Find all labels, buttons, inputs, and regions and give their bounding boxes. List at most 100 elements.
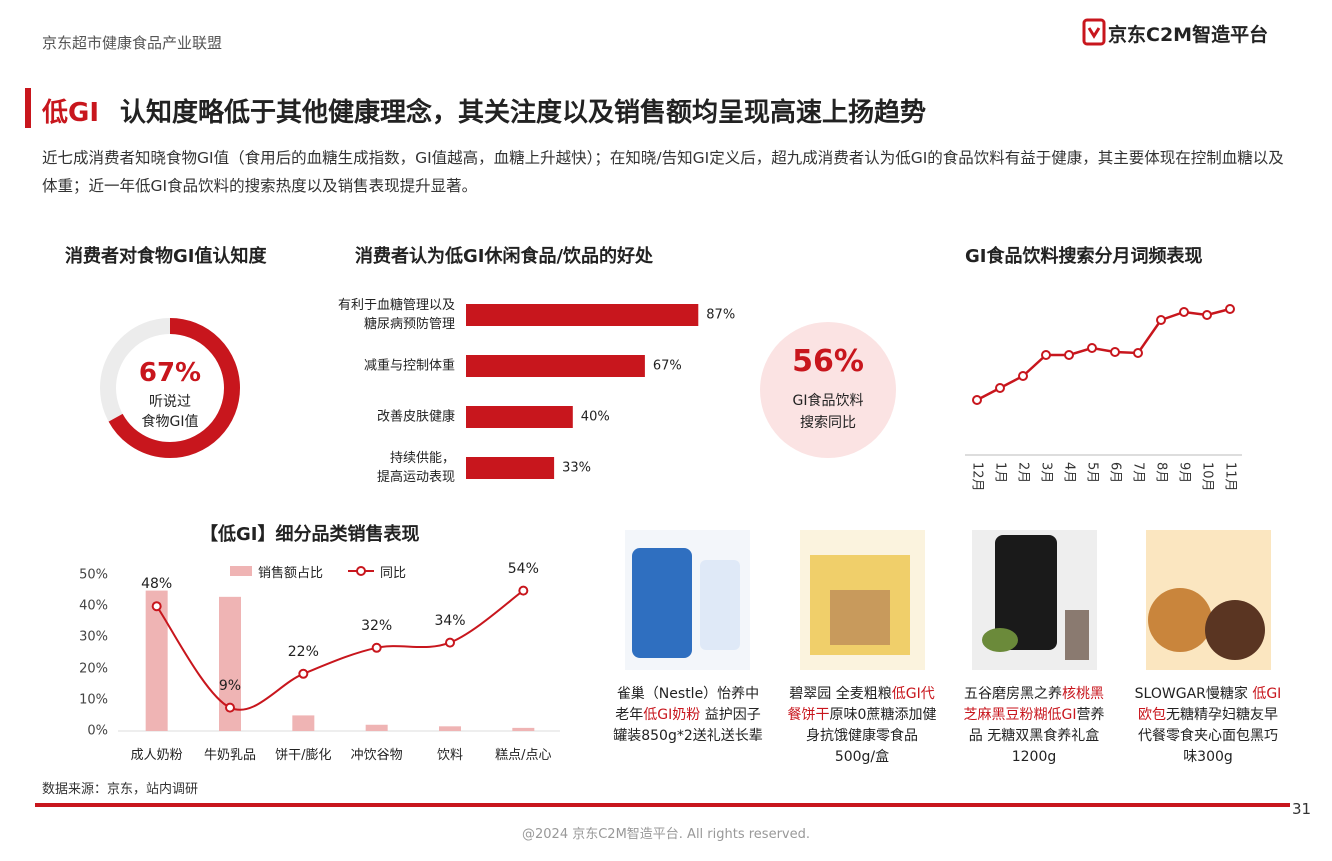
donut-arc bbox=[100, 318, 240, 458]
name-text: SLOWGAR慢糖家 bbox=[1134, 686, 1253, 702]
x-tick-label: 冲饮谷物 bbox=[350, 748, 403, 763]
marker bbox=[972, 395, 982, 405]
marker bbox=[1179, 307, 1189, 317]
line bbox=[155, 589, 524, 711]
y-tick-label: 20% bbox=[79, 661, 108, 677]
y-tick-label: 减重与控制体重 bbox=[363, 358, 455, 374]
name-highlight: 低GI欧包 bbox=[1138, 686, 1282, 723]
chart-title: GI食品饮料搜索分月词频表现 bbox=[965, 246, 1203, 267]
bar bbox=[439, 726, 461, 731]
bar bbox=[466, 457, 555, 479]
chart-title: 消费者对食物GI值认知度 bbox=[65, 246, 267, 267]
marker bbox=[1133, 348, 1143, 358]
value-label: 54% bbox=[507, 560, 539, 577]
title-bar bbox=[25, 88, 31, 128]
x-tick-label: 12月 bbox=[970, 462, 985, 492]
name-text: 益护因子罐装850g*2送礼送长辈 bbox=[613, 707, 763, 744]
y-tick-label: 50% bbox=[79, 567, 108, 583]
source: 数据来源：京东，站内调研 bbox=[42, 782, 199, 797]
donut-center-label: 听说过 食物GI值 bbox=[141, 394, 199, 430]
marker bbox=[371, 642, 382, 653]
product-image bbox=[1146, 530, 1271, 670]
value-label: 32% bbox=[361, 617, 393, 634]
product-image bbox=[972, 530, 1097, 670]
y-tick-label: 有利于血糖管理以及 糖尿病预防管理 bbox=[337, 298, 455, 332]
callout-bubble bbox=[760, 322, 896, 458]
name-text: 碧翠园 全麦粗粮 bbox=[789, 686, 892, 702]
product-name: 雀巢（Nestle）怡养中老年低GI奶粉 益护因子罐装850g*2送礼送长辈 bbox=[613, 684, 763, 747]
title-highlight: 低GI bbox=[42, 98, 100, 128]
name-highlight: 核桃黑芝麻黑豆粉糊低GI bbox=[963, 686, 1105, 723]
bar bbox=[466, 355, 645, 377]
marker bbox=[298, 668, 309, 679]
bar bbox=[466, 304, 699, 326]
x-tick-label: 饮料 bbox=[436, 748, 463, 763]
x-tick-label: 糕点/点心 bbox=[495, 748, 552, 763]
x-tick-label: 饼干/膨化 bbox=[275, 748, 332, 763]
value-label: 48% bbox=[141, 576, 173, 593]
y-tick-label: 30% bbox=[79, 629, 108, 645]
chart-title: 消费者认为低GI休闲食品/饮品的好处 bbox=[355, 246, 654, 267]
name-highlight: 低GI代餐饼干 bbox=[787, 686, 935, 723]
value-label: 9% bbox=[218, 677, 242, 694]
bar bbox=[512, 727, 535, 731]
product-name: 五谷磨房黑之养核桃黑芝麻黑豆粉糊低GI营养品 无糖双黑食养礼盒1200g bbox=[959, 684, 1109, 768]
x-tick-label: 成人奶粉 bbox=[130, 748, 183, 763]
marker bbox=[225, 702, 235, 713]
marker bbox=[518, 585, 529, 596]
legend-label: 同比 bbox=[380, 566, 407, 581]
donut-value: 67% bbox=[138, 358, 202, 388]
description: 近七成消费者知晓食物GI值（食用后的血糖生成指数，GI值越高，血糖上升越快）；在… bbox=[42, 149, 1284, 195]
product-image bbox=[625, 530, 750, 670]
x-tick-label: 8月 bbox=[1154, 462, 1169, 483]
value-label: 67% bbox=[652, 358, 682, 374]
product-name: SLOWGAR慢糖家 低GI欧包无糖精孕妇糖友早代餐零食夹心面包黑巧味300g bbox=[1133, 684, 1283, 768]
marker bbox=[1110, 347, 1120, 357]
name-text: 无糖精孕妇糖友早代餐零食夹心面包黑巧味300g bbox=[1138, 707, 1278, 765]
name-text: 原味0蔗糖添加健身抗饿健康零食品500g/盒 bbox=[806, 707, 937, 765]
product-name: 碧翠园 全麦粗粮低GI代餐饼干原味0蔗糖添加健身抗饿健康零食品500g/盒 bbox=[787, 684, 937, 768]
product-image bbox=[800, 530, 925, 670]
value-label: 22% bbox=[287, 643, 319, 660]
value-label: 40% bbox=[580, 409, 610, 425]
org-name: 京东超市健康食品产业联盟 bbox=[42, 34, 223, 52]
marker bbox=[151, 601, 162, 612]
value-label: 33% bbox=[562, 460, 592, 476]
y-tick-label: 40% bbox=[79, 598, 108, 614]
marker bbox=[1156, 315, 1166, 325]
bar bbox=[219, 596, 241, 731]
x-tick-label: 11月 bbox=[1223, 462, 1238, 492]
logo-text: 京东C2M智造平台 bbox=[1108, 24, 1269, 46]
y-tick-label: 持续供能， 提高运动表现 bbox=[376, 451, 455, 485]
legend-swatch bbox=[356, 566, 366, 576]
name-text: 营养品 无糖双黑食养礼盒1200g bbox=[968, 707, 1105, 765]
x-tick-label: 牛奶乳品 bbox=[203, 748, 256, 763]
x-tick-label: 6月 bbox=[1108, 462, 1123, 483]
bar bbox=[365, 724, 388, 731]
name-highlight: 低GI奶粉 bbox=[643, 707, 701, 723]
legend-swatch bbox=[230, 566, 252, 576]
x-tick-label: 4月 bbox=[1062, 462, 1077, 483]
y-tick-label: 改善皮肤健康 bbox=[376, 409, 455, 425]
marker bbox=[1087, 343, 1097, 353]
bar bbox=[466, 406, 573, 428]
y-tick-label: 0% bbox=[87, 723, 108, 739]
line bbox=[976, 307, 1231, 402]
callout-value: 56% bbox=[792, 344, 864, 379]
x-tick-label: 10月 bbox=[1200, 462, 1215, 492]
title: 认知度略低于其他健康理念，其关注度以及销售额均呈现高速上扬趋势 bbox=[120, 98, 927, 128]
chart-title: 【低GI】细分品类销售表现 bbox=[200, 524, 420, 545]
value-label: 87% bbox=[706, 307, 736, 323]
bar bbox=[145, 590, 168, 731]
x-tick-label: 3月 bbox=[1039, 462, 1054, 483]
x-tick-label: 1月 bbox=[993, 462, 1008, 483]
bar bbox=[292, 715, 315, 731]
name-text: 雀巢（Nestle）怡养中老年 bbox=[615, 686, 760, 723]
callout-label: GI食品饮料 搜索同比 bbox=[792, 393, 864, 431]
marker bbox=[1064, 350, 1074, 360]
marker bbox=[995, 383, 1005, 393]
x-tick-label: 5月 bbox=[1085, 462, 1100, 483]
marker bbox=[445, 637, 455, 648]
x-tick-label: 7月 bbox=[1131, 462, 1146, 483]
